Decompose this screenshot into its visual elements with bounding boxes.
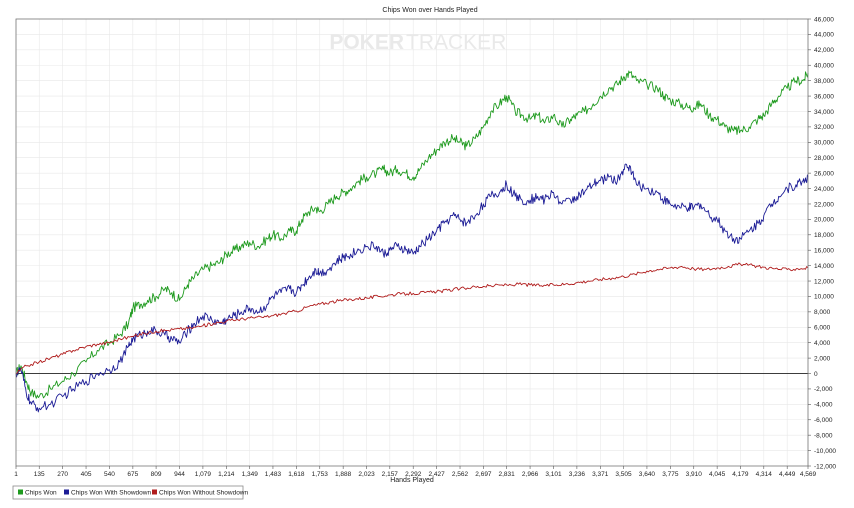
y-tick-label: 2,000 bbox=[814, 355, 831, 362]
y-tick-label: 38,000 bbox=[814, 78, 834, 85]
legend-swatch bbox=[152, 489, 157, 495]
x-tick-label: 1,618 bbox=[288, 471, 305, 478]
y-tick-label: 22,000 bbox=[814, 201, 834, 208]
x-tick-label: 4,569 bbox=[800, 471, 817, 478]
y-tick-label: 10,000 bbox=[814, 294, 834, 301]
y-tick-label: 4,000 bbox=[814, 340, 831, 347]
y-tick-label: 0 bbox=[814, 371, 818, 378]
x-tick-label: 4,045 bbox=[709, 471, 726, 478]
x-tick-label: 809 bbox=[151, 471, 162, 478]
x-tick-label: 3,910 bbox=[686, 471, 703, 478]
x-tick-label: 1,753 bbox=[312, 471, 329, 478]
x-tick-label: 3,775 bbox=[662, 471, 679, 478]
y-tick-label: 12,000 bbox=[814, 278, 834, 285]
x-tick-label: 1,214 bbox=[218, 471, 235, 478]
y-tick-label: 14,000 bbox=[814, 263, 834, 270]
y-axis: -12,000 -10,000 -8,000 -6,000 -4,000 -2,000 0 2… bbox=[808, 16, 836, 470]
legend-label: Chips Won Without Showdown bbox=[159, 490, 249, 497]
y-tick-label: 16,000 bbox=[814, 248, 834, 255]
legend-swatch bbox=[18, 489, 23, 495]
y-tick-label: 8,000 bbox=[814, 309, 831, 316]
x-tick-label: 1,079 bbox=[195, 471, 212, 478]
legend-label: Chips Won With Showdown bbox=[71, 490, 151, 497]
x-tick-label: 3,505 bbox=[615, 471, 632, 478]
y-tick-label: 42,000 bbox=[814, 47, 834, 54]
y-tick-label: 28,000 bbox=[814, 155, 834, 162]
x-axis-title: Hands Played bbox=[390, 477, 434, 484]
x-tick-label: 2,562 bbox=[452, 471, 469, 478]
series-line-chips-won bbox=[15, 70, 809, 399]
y-tick-label: 6,000 bbox=[814, 325, 831, 332]
y-tick-label: -2,000 bbox=[814, 386, 833, 393]
x-tick-label: 540 bbox=[104, 471, 115, 478]
x-tick-label: 3,640 bbox=[639, 471, 656, 478]
x-tick-label: 2,157 bbox=[382, 471, 399, 478]
series-line-chips-won-without-showdown bbox=[15, 262, 809, 374]
y-tick-label: 46,000 bbox=[814, 16, 834, 23]
x-tick-label: 3,236 bbox=[569, 471, 586, 478]
x-tick-label: 2,292 bbox=[405, 471, 422, 478]
x-tick-label: 1 bbox=[14, 471, 18, 478]
x-axis: 1 135 270 405 540 675 809 944 1,079 1,214 1,349 1,4… bbox=[14, 466, 817, 478]
legend: Chips Won Chips Won With Showdown Chips Wo… bbox=[12, 485, 249, 500]
legend-box bbox=[12, 485, 244, 500]
series-layer bbox=[15, 70, 809, 413]
y-tick-label: 30,000 bbox=[814, 140, 834, 147]
x-tick-label: 1,349 bbox=[242, 471, 259, 478]
legend-swatch bbox=[64, 489, 69, 495]
y-tick-label: 18,000 bbox=[814, 232, 834, 239]
x-tick-label: 2,427 bbox=[428, 471, 445, 478]
y-tick-label: -10,000 bbox=[814, 448, 836, 455]
y-tick-label: 44,000 bbox=[814, 32, 834, 39]
x-tick-label: 135 bbox=[34, 471, 45, 478]
y-tick-label: -6,000 bbox=[814, 417, 833, 424]
x-tick-label: 4,314 bbox=[756, 471, 773, 478]
watermark-right: TRACKER bbox=[406, 31, 506, 54]
x-tick-label: 2,966 bbox=[522, 471, 539, 478]
x-tick-label: 4,449 bbox=[779, 471, 796, 478]
series-line-chips-won-with-showdown bbox=[15, 163, 809, 413]
x-tick-label: 2,697 bbox=[475, 471, 492, 478]
chart-title: Chips Won over Hands Played bbox=[382, 7, 477, 14]
x-tick-label: 2,023 bbox=[358, 471, 375, 478]
y-tick-label: 36,000 bbox=[814, 93, 834, 100]
x-tick-label: 270 bbox=[57, 471, 68, 478]
y-tick-label: -12,000 bbox=[814, 463, 836, 470]
y-tick-label: 32,000 bbox=[814, 124, 834, 131]
x-tick-label: 675 bbox=[127, 471, 138, 478]
x-tick-label: 3,101 bbox=[545, 471, 562, 478]
x-tick-label: 1,888 bbox=[335, 471, 352, 478]
x-tick-label: 1,483 bbox=[265, 471, 282, 478]
y-tick-label: 24,000 bbox=[814, 186, 834, 193]
y-tick-label: 40,000 bbox=[814, 63, 834, 70]
y-tick-label: -4,000 bbox=[814, 402, 833, 409]
y-tick-label: 20,000 bbox=[814, 217, 834, 224]
y-tick-label: 34,000 bbox=[814, 109, 834, 116]
x-tick-label: 2,831 bbox=[499, 471, 516, 478]
x-tick-label: 3,371 bbox=[592, 471, 609, 478]
y-tick-label: -8,000 bbox=[814, 432, 833, 439]
x-tick-label: 944 bbox=[174, 471, 185, 478]
legend-label: Chips Won bbox=[25, 490, 57, 497]
plot-frame bbox=[15, 18, 809, 467]
x-tick-label: 4,179 bbox=[732, 471, 749, 478]
x-tick-label: 405 bbox=[81, 471, 92, 478]
y-tick-label: 26,000 bbox=[814, 170, 834, 177]
